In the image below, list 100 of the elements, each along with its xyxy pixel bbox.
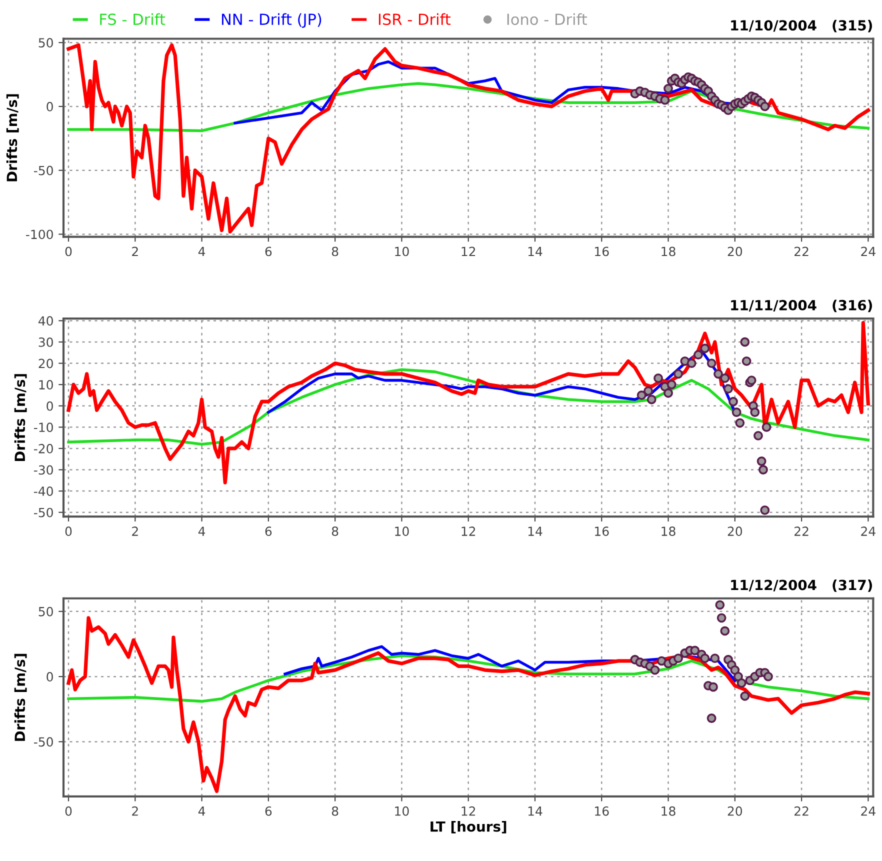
x-tick-label: 22 [794, 246, 808, 256]
x-tick-label: 14 [528, 246, 542, 256]
point [674, 369, 683, 379]
y-tick-label: -20 [34, 444, 53, 454]
y-axis-title: Drifts [m/s] [14, 654, 27, 741]
point [762, 422, 772, 432]
y-axis-title: Drifts [m/s] [6, 94, 19, 182]
x-tick-label: 0 [65, 526, 72, 536]
legend-label: ISR - Drift [378, 13, 451, 26]
y-tick-label: 20 [38, 358, 53, 368]
point [720, 626, 730, 636]
y-tick-label: 50 [38, 606, 53, 616]
y-tick-label: -50 [34, 737, 53, 747]
point [736, 678, 746, 688]
y-tick-label: -100 [26, 230, 53, 240]
x-axis-title: LT [hours] [430, 821, 506, 834]
x-tick-label: 14 [528, 806, 542, 816]
line-series [66, 321, 870, 484]
y-tick-label: -50 [34, 508, 53, 518]
x-tick-label: 4 [198, 246, 206, 256]
point [694, 350, 703, 360]
x-tick-label: 4 [198, 526, 206, 536]
chart-title: 11/12/2004 (317) [731, 580, 872, 592]
point [700, 654, 710, 664]
point [758, 465, 768, 474]
x-tick-label: 0 [65, 246, 72, 256]
point [728, 396, 738, 406]
point [646, 394, 656, 404]
point [760, 102, 770, 112]
y-tick-label: 0 [46, 401, 53, 411]
x-tick-label: 18 [662, 806, 676, 816]
point [740, 691, 750, 701]
y-tick-label: 0 [46, 102, 53, 112]
y-tick-label: 30 [38, 337, 53, 347]
point [686, 358, 696, 368]
x-tick-label: 10 [395, 806, 409, 816]
chart-title: 11/11/2004 (316) [731, 300, 872, 312]
x-tick-label: 8 [332, 526, 338, 536]
y-tick-label: 10 [39, 380, 53, 390]
point [700, 344, 710, 354]
point [666, 380, 676, 390]
point [644, 386, 653, 396]
point [690, 646, 700, 656]
x-tick-label: 6 [265, 526, 272, 536]
x-tick-label: 18 [662, 526, 676, 536]
point [750, 408, 760, 417]
point [730, 665, 740, 675]
point [654, 373, 663, 383]
point [650, 665, 660, 675]
x-tick-label: 8 [332, 246, 338, 256]
point [742, 356, 752, 366]
x-tick-label: 16 [595, 246, 609, 256]
x-tick-label: 2 [132, 806, 138, 816]
point [714, 369, 723, 379]
point [674, 654, 683, 664]
x-tick-label: 22 [794, 806, 808, 816]
x-tick-label: 24 [861, 806, 876, 816]
y-tick-label: 40 [38, 316, 53, 326]
point [715, 600, 725, 610]
y-tick-label: -30 [34, 465, 53, 475]
y-tick-label: -40 [34, 486, 53, 496]
x-tick-label: 22 [794, 526, 808, 536]
y-tick-label: 50 [38, 38, 53, 48]
point [660, 95, 670, 105]
x-tick-label: 12 [462, 806, 476, 816]
line-series [66, 43, 870, 234]
x-tick-label: 12 [462, 246, 476, 256]
y-tick-label: -50 [34, 166, 53, 176]
y-tick-label: 0 [46, 672, 53, 682]
point [708, 682, 718, 692]
legend-label: Iono - Drift [507, 13, 588, 26]
x-tick-label: 2 [132, 526, 138, 536]
chart-title: 11/10/2004 (315) [731, 20, 872, 32]
point [756, 456, 766, 466]
x-tick-label: 20 [728, 806, 742, 816]
point [664, 388, 673, 398]
y-tick-label: -10 [34, 422, 53, 432]
x-tick-label: 16 [595, 526, 609, 536]
x-tick-label: 24 [861, 526, 876, 536]
x-tick-label: 10 [395, 246, 409, 256]
legend-label: FS - Drift [100, 13, 166, 26]
point [760, 506, 770, 515]
x-tick-label: 20 [728, 526, 742, 536]
x-tick-label: 18 [662, 246, 676, 256]
point [706, 358, 716, 368]
x-tick-label: 14 [528, 526, 542, 536]
y-axis-title: Drifts [m/s] [14, 374, 27, 462]
legend-label: NN - Drift (JP) [222, 13, 322, 28]
x-tick-label: 16 [595, 806, 609, 816]
point [734, 672, 743, 682]
x-tick-label: 12 [462, 526, 476, 536]
point [740, 337, 750, 347]
point [636, 390, 646, 400]
point [716, 613, 726, 623]
x-tick-label: 8 [332, 806, 338, 816]
point [735, 418, 745, 428]
point [720, 373, 730, 383]
point [706, 714, 716, 723]
point [732, 408, 742, 417]
point [764, 672, 773, 682]
